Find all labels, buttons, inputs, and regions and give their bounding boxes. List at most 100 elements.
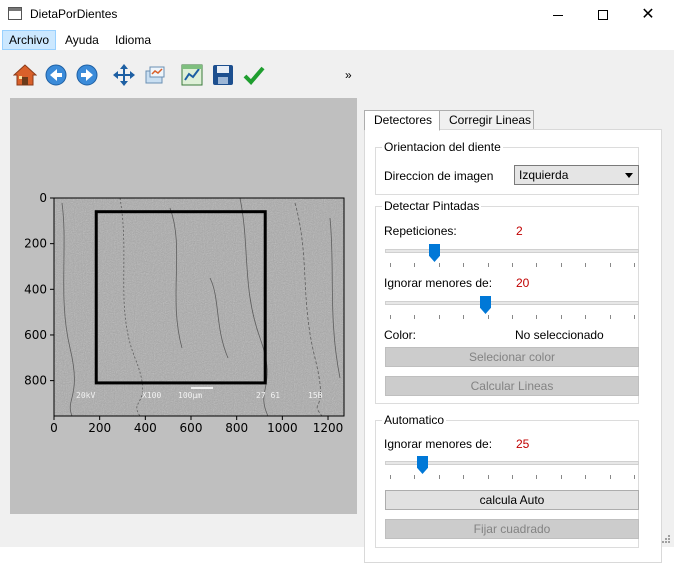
selection-rectangle[interactable] <box>94 210 267 385</box>
x-tick-label: 200 <box>88 421 111 435</box>
slider-tick <box>390 315 391 319</box>
slider-tick <box>609 475 611 479</box>
automatico-group: Automatico Ignorar menores de: 25 calcul… <box>375 413 639 548</box>
slider-tick <box>463 263 465 267</box>
edit-axes-button[interactable] <box>179 62 205 88</box>
home-button[interactable] <box>12 62 38 88</box>
slider-tick <box>414 263 416 267</box>
configure-subplots-icon <box>145 66 165 84</box>
minimize-button[interactable] <box>535 0 581 30</box>
maximize-button[interactable] <box>580 0 626 30</box>
save-button[interactable] <box>210 62 236 88</box>
slider-tick <box>487 263 489 267</box>
back-icon <box>45 64 67 86</box>
slider-tick <box>560 475 562 479</box>
window-title: DietaPorDientes <box>30 7 118 21</box>
direccion-select[interactable]: Izquierda <box>514 165 639 185</box>
toolbar-overflow-button[interactable]: » <box>345 68 352 82</box>
title-bar: DietaPorDientes ✕ <box>0 0 674 30</box>
color-label: Color: <box>384 328 417 342</box>
save-icon <box>213 65 233 85</box>
sem-caption: 20kV X100 100µm 27 61 15B <box>76 387 323 400</box>
x-tick-label: 800 <box>225 421 248 435</box>
back-button[interactable] <box>43 62 69 88</box>
slider-handle[interactable] <box>429 244 440 262</box>
y-tick-label: 800 <box>24 374 47 388</box>
y-tick-label: 0 <box>39 191 47 205</box>
slider-handle[interactable] <box>480 296 491 314</box>
slider-tick <box>438 475 440 479</box>
app-icon <box>8 7 22 20</box>
slider-handle[interactable] <box>417 456 428 474</box>
maximize-icon <box>598 10 608 20</box>
tab-corregir-lineas[interactable]: Corregir Lineas <box>439 110 534 130</box>
slider-tick <box>512 263 513 267</box>
slider-tick <box>438 263 440 267</box>
slider-tick <box>634 263 635 267</box>
color-value: No seleccionado <box>515 328 604 342</box>
automatico-title: Automatico <box>382 413 447 427</box>
image-plot: 20kV X100 100µm 27 61 15B 0 200 400 600 800 1… <box>24 191 345 435</box>
slider-tick <box>609 315 611 319</box>
sem-image: 20kV X100 100µm 27 61 15B <box>53 197 345 417</box>
sem-caption-kv: 20kV <box>76 391 95 400</box>
slider-tick <box>560 315 562 319</box>
y-tick-label: 200 <box>24 237 47 251</box>
menu-idioma[interactable]: Idioma <box>115 33 152 47</box>
slider-tick <box>487 315 489 319</box>
apply-button[interactable] <box>241 62 267 88</box>
repeticiones-label: Repeticiones: <box>384 224 457 238</box>
orientacion-title: Orientacion del diente <box>382 140 503 154</box>
slider-tick <box>609 263 611 267</box>
menu-bar: Archivo Ayuda Idioma <box>0 30 674 50</box>
calcula-auto-button[interactable]: calcula Auto <box>385 490 639 510</box>
zoom-button[interactable] <box>142 62 168 88</box>
slider-tick <box>585 475 587 479</box>
direccion-value: Izquierda <box>519 168 569 182</box>
auto-ignorar-value: 25 <box>516 437 530 451</box>
chevron-down-icon <box>625 173 633 178</box>
x-tick-label: 0 <box>50 421 58 435</box>
slider-tick <box>585 263 587 267</box>
sem-caption-code: 15B <box>308 391 323 400</box>
pintadas-group: Detectar Pintadas Repeticiones: 2 Ignora… <box>375 199 639 404</box>
slider-tick <box>390 263 391 267</box>
slider-tick <box>414 315 416 319</box>
y-tick-label: 400 <box>24 282 47 296</box>
slider-tick <box>487 475 489 479</box>
calcular-lineas-button[interactable]: Calcular Lineas <box>385 376 639 396</box>
slider-tick <box>390 475 391 479</box>
edit-axes-icon <box>181 64 203 86</box>
check-icon <box>243 66 265 85</box>
slider-tick <box>463 315 465 319</box>
sem-caption-mag: X100 <box>142 391 161 400</box>
repeticiones-slider[interactable] <box>385 244 639 268</box>
auto-ignorar-slider[interactable] <box>385 456 639 480</box>
resize-grip-icon[interactable] <box>660 533 670 543</box>
sem-scale-bar <box>191 387 213 389</box>
pan-icon <box>113 64 135 86</box>
close-button[interactable]: ✕ <box>625 0 671 30</box>
x-tick-label: 1000 <box>267 421 298 435</box>
forward-button[interactable] <box>74 62 100 88</box>
plot-toolbar: » <box>10 62 355 90</box>
select-color-button[interactable]: Selecionar color <box>385 347 639 367</box>
tab-detectores[interactable]: Detectores <box>364 110 440 131</box>
slider-tick <box>634 315 635 319</box>
slider-tick <box>438 315 440 319</box>
slider-tick <box>536 475 538 479</box>
menu-ayuda[interactable]: Ayuda <box>65 33 99 47</box>
pintadas-title: Detectar Pintadas <box>382 199 482 213</box>
main-area: » <box>0 50 674 563</box>
slider-tick <box>536 263 538 267</box>
plot-canvas[interactable]: 20kV X100 100µm 27 61 15B 0 200 400 600 800 1… <box>10 98 357 514</box>
x-tick-label: 400 <box>134 421 157 435</box>
ignorar-slider[interactable] <box>385 296 639 320</box>
pan-button[interactable] <box>111 62 137 88</box>
slider-tick <box>634 475 635 479</box>
home-icon <box>13 64 37 86</box>
orientacion-group: Orientacion del diente Direccion de imag… <box>375 140 639 195</box>
menu-archivo[interactable]: Archivo <box>2 30 57 50</box>
auto-ignorar-label: Ignorar menores de: <box>384 437 493 451</box>
fijar-cuadrado-button[interactable]: Fijar cuadrado <box>385 519 639 539</box>
